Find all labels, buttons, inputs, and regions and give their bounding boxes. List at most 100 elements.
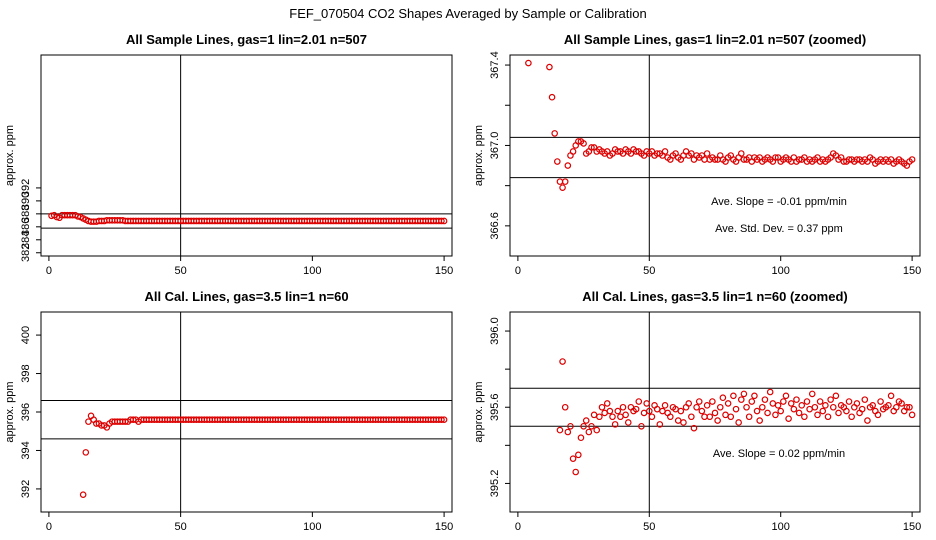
data-point bbox=[853, 400, 861, 407]
panel-title: All Cal. Lines, gas=3.5 lin=1 n=60 (zoom… bbox=[582, 289, 848, 304]
data-point bbox=[835, 409, 842, 417]
data-point bbox=[737, 396, 745, 403]
y-tick-label: 367.4 bbox=[489, 51, 501, 79]
data-point bbox=[898, 400, 905, 407]
data-point bbox=[559, 358, 566, 365]
stat-annotation: Ave. Slope = -0.01 ppm/min bbox=[711, 196, 847, 208]
x-tick-label: 0 bbox=[46, 521, 52, 533]
data-point bbox=[893, 403, 900, 411]
figure-title: FEF_070504 CO2 Shapes Averaged by Sample… bbox=[289, 6, 646, 21]
x-tick-label: 100 bbox=[772, 265, 790, 277]
data-point bbox=[590, 411, 598, 419]
data-point bbox=[559, 184, 566, 191]
data-points bbox=[79, 412, 448, 498]
data-point bbox=[764, 409, 771, 417]
data-point bbox=[874, 411, 882, 419]
y-tick-label: 392 bbox=[20, 480, 32, 498]
data-point bbox=[79, 491, 87, 498]
data-points bbox=[48, 211, 448, 225]
data-point bbox=[438, 416, 445, 423]
data-point bbox=[822, 402, 829, 409]
x-tick-label: 100 bbox=[303, 521, 321, 533]
data-point bbox=[561, 178, 569, 185]
data-point bbox=[780, 398, 787, 405]
data-point bbox=[82, 449, 90, 456]
data-point bbox=[617, 413, 624, 421]
data-point bbox=[827, 396, 834, 403]
data-point bbox=[829, 403, 837, 411]
data-point bbox=[753, 407, 761, 415]
plot-frame bbox=[509, 311, 921, 513]
data-point bbox=[785, 415, 792, 422]
data-point bbox=[703, 402, 711, 409]
data-point bbox=[685, 400, 693, 407]
y-tick-label: 395.6 bbox=[489, 393, 501, 421]
y-tick-label: 395.2 bbox=[489, 470, 501, 498]
data-point bbox=[719, 394, 727, 402]
data-point bbox=[588, 144, 595, 151]
data-point bbox=[585, 428, 593, 436]
data-point bbox=[661, 402, 669, 409]
data-points bbox=[525, 59, 916, 191]
data-point bbox=[645, 407, 653, 415]
data-point bbox=[561, 403, 569, 411]
data-point bbox=[732, 405, 740, 413]
y-tick-label: 396.0 bbox=[489, 317, 501, 345]
data-point bbox=[703, 150, 711, 157]
panel-title: All Sample Lines, gas=1 lin=2.01 n=507 bbox=[126, 32, 367, 47]
data-point bbox=[525, 59, 532, 67]
data-point bbox=[766, 388, 774, 396]
data-point bbox=[638, 422, 645, 430]
x-tick-label: 150 bbox=[903, 521, 921, 533]
data-point bbox=[885, 402, 892, 409]
data-points bbox=[556, 358, 916, 476]
x-tick-label: 0 bbox=[515, 521, 521, 533]
y-axis-label: approx. ppm bbox=[473, 381, 485, 442]
data-point bbox=[772, 154, 779, 161]
data-point bbox=[709, 398, 716, 405]
data-point bbox=[572, 468, 580, 476]
data-point bbox=[759, 403, 766, 411]
data-point bbox=[609, 413, 616, 421]
y-tick-label: 392 bbox=[20, 179, 32, 197]
x-tick-label: 0 bbox=[515, 265, 521, 277]
data-point bbox=[659, 407, 666, 415]
data-point bbox=[546, 63, 553, 71]
data-point bbox=[85, 418, 92, 425]
y-tick-label: 394 bbox=[20, 441, 32, 459]
data-point bbox=[693, 403, 700, 411]
plot-frame bbox=[40, 54, 453, 257]
x-tick-label: 150 bbox=[435, 521, 453, 533]
data-point bbox=[556, 426, 564, 434]
data-point bbox=[569, 455, 577, 462]
panels: All Sample Lines, gas=1 lin=2.01 n=507 0 5… bbox=[4, 32, 921, 533]
data-point bbox=[580, 140, 587, 147]
y-tick-label: 398 bbox=[20, 364, 32, 382]
y-tick-label: 366.6 bbox=[489, 212, 501, 240]
data-point bbox=[598, 403, 606, 411]
data-point bbox=[848, 413, 855, 421]
data-point bbox=[690, 424, 698, 432]
data-point bbox=[716, 403, 724, 411]
data-point bbox=[832, 392, 840, 400]
panel-3: All Cal. Lines, gas=3.5 lin=1 n=60 0 50 100… bbox=[4, 289, 453, 533]
data-point bbox=[667, 413, 674, 421]
data-point bbox=[622, 411, 629, 419]
data-point bbox=[748, 398, 756, 405]
data-point bbox=[440, 217, 448, 225]
data-point bbox=[606, 407, 614, 415]
data-point bbox=[740, 390, 748, 398]
x-tick-label: 100 bbox=[303, 265, 321, 277]
plot-frame bbox=[40, 311, 453, 513]
data-point bbox=[790, 405, 798, 413]
data-point bbox=[674, 417, 682, 424]
data-point bbox=[722, 411, 729, 419]
data-point bbox=[843, 407, 850, 415]
data-point bbox=[596, 413, 603, 421]
data-point bbox=[438, 217, 445, 225]
y-tick-label: 367.0 bbox=[489, 132, 501, 160]
data-point bbox=[782, 392, 790, 400]
data-point bbox=[440, 416, 448, 423]
data-point bbox=[648, 413, 656, 421]
